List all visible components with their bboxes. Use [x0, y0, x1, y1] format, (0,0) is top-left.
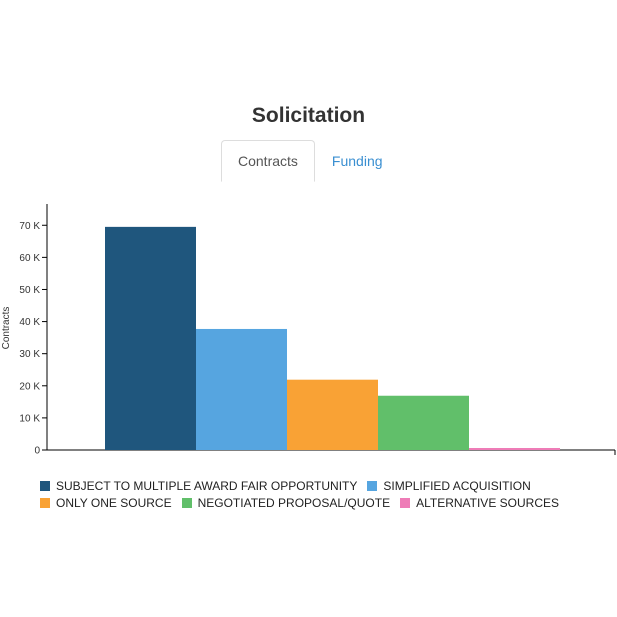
tab-funding[interactable]: Funding: [331, 153, 383, 169]
y-tick-label: 30 K: [19, 349, 40, 360]
y-axis-label: Contracts: [1, 307, 12, 350]
tab-bar: Contracts Funding: [221, 140, 400, 182]
legend-label: NEGOTIATED PROPOSAL/QUOTE: [197, 495, 391, 510]
legend-swatch: [400, 497, 411, 508]
legend-item[interactable]: ONLY ONE SOURCE: [40, 494, 172, 511]
legend-label: SUBJECT TO MULTIPLE AWARD FAIR OPPORTUNI…: [56, 478, 358, 493]
legend-swatch: [181, 497, 192, 508]
bar[interactable]: [196, 328, 287, 450]
legend-item[interactable]: ALTERNATIVE SOURCES: [400, 494, 559, 511]
bar[interactable]: [105, 226, 196, 450]
y-tick-label: 40 K: [19, 317, 40, 328]
bars: [105, 226, 560, 450]
bar[interactable]: [378, 395, 469, 450]
chart-title: Solicitation: [251, 104, 366, 127]
bar-chart: 0 10 K 20 K 30 K 40 K 50 K 60 K 70 K Contracts: [1, 204, 616, 457]
y-tick-label: 60 K: [19, 253, 40, 264]
tab-contracts[interactable]: Contracts: [221, 140, 315, 182]
y-tick-label: 0: [34, 446, 40, 457]
legend-label: SIMPLIFIED ACQUISITION: [383, 478, 531, 493]
bar[interactable]: [469, 448, 560, 450]
legend-item[interactable]: SIMPLIFIED ACQUISITION: [367, 477, 531, 494]
bar[interactable]: [287, 379, 378, 450]
y-tick-label: 10 K: [19, 413, 40, 424]
legend-item[interactable]: NEGOTIATED PROPOSAL/QUOTE: [181, 494, 391, 511]
y-tick-label: 20 K: [19, 381, 40, 392]
legend-swatch: [367, 480, 378, 491]
y-tick-label: 70 K: [19, 221, 40, 232]
legend-label: ALTERNATIVE SOURCES: [416, 495, 559, 510]
legend: SUBJECT TO MULTIPLE AWARD FAIR OPPORTUNI…: [40, 477, 600, 511]
legend-item[interactable]: SUBJECT TO MULTIPLE AWARD FAIR OPPORTUNI…: [40, 477, 357, 494]
legend-swatch: [40, 497, 50, 508]
y-tick-label: 50 K: [19, 285, 40, 296]
legend-swatch: [40, 480, 50, 491]
legend-label: ONLY ONE SOURCE: [56, 495, 172, 510]
